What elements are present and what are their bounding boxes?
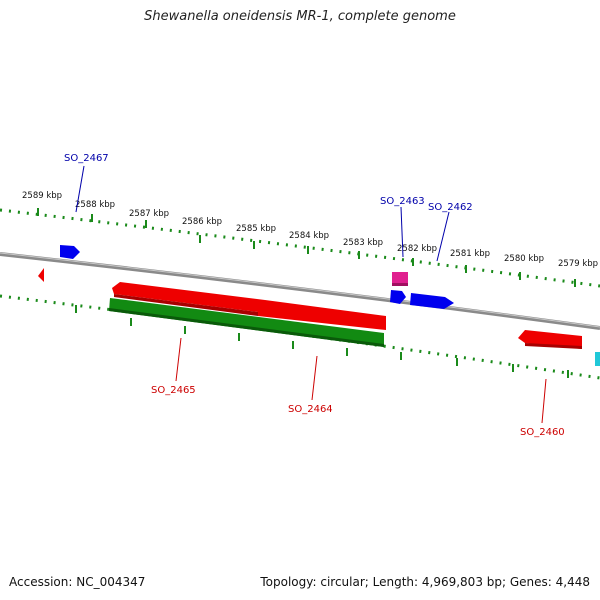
gene-so-2462[interactable]: [410, 293, 454, 309]
genome-backbone: [0, 252, 600, 330]
scale-label-2582: 2582 kbp: [397, 244, 437, 254]
scale-label-2586: 2586 kbp: [182, 217, 222, 227]
gene-so-2467[interactable]: [60, 245, 80, 259]
gene-so-2460-shade: [525, 343, 582, 349]
gene-so-2464-rna[interactable]: [109, 298, 384, 347]
label-so-2464[interactable]: SO_2464: [288, 404, 333, 415]
genome-summary-text: Topology: circular; Length: 4,969,803 bp…: [260, 575, 590, 589]
gene-so-2464-rna-shade: [109, 308, 384, 347]
gene-so-2465-shade: [114, 294, 258, 316]
gene-small-reverse[interactable]: [38, 268, 44, 282]
gene-so-2465[interactable]: [112, 282, 265, 312]
gene-so-2463[interactable]: [390, 290, 406, 304]
scale-label-2585: 2585 kbp: [236, 224, 276, 234]
inner-major-ticks: [75, 305, 569, 378]
gene-magenta-shade: [392, 283, 408, 286]
scale-label-2589: 2589 kbp: [22, 191, 62, 201]
outer-major-ticks: [37, 208, 576, 287]
scale-label-2587: 2587 kbp: [129, 209, 169, 219]
leader-lines: [75, 165, 547, 424]
label-so-2460[interactable]: SO_2460: [520, 427, 565, 438]
scale-labels: 2589 kbp 2588 kbp 2587 kbp 2586 kbp 2585…: [22, 191, 598, 269]
scale-label-2584: 2584 kbp: [289, 231, 329, 241]
scale-label-2583: 2583 kbp: [343, 238, 383, 248]
gene-cyan[interactable]: [595, 352, 600, 366]
gene-so-2460[interactable]: [518, 330, 582, 349]
scale-label-2588: 2588 kbp: [75, 200, 115, 210]
gene-so-2464[interactable]: [258, 300, 386, 330]
gene-magenta[interactable]: [392, 272, 408, 286]
label-so-2465[interactable]: SO_2465: [151, 385, 196, 396]
map-title: Shewanella oneidensis MR-1, complete gen…: [144, 9, 456, 24]
accession-text: Accession: NC_004347: [9, 575, 146, 589]
outer-scale-track: [0, 208, 600, 288]
label-so-2462[interactable]: SO_2462: [428, 202, 473, 213]
label-so-2463[interactable]: SO_2463: [380, 196, 425, 207]
label-so-2467[interactable]: SO_2467: [64, 153, 109, 164]
scale-label-2580: 2580 kbp: [504, 254, 544, 264]
scale-label-2579: 2579 kbp: [558, 259, 598, 269]
genome-backbone-highlight: [0, 252, 600, 328]
scale-label-2581: 2581 kbp: [450, 249, 490, 259]
